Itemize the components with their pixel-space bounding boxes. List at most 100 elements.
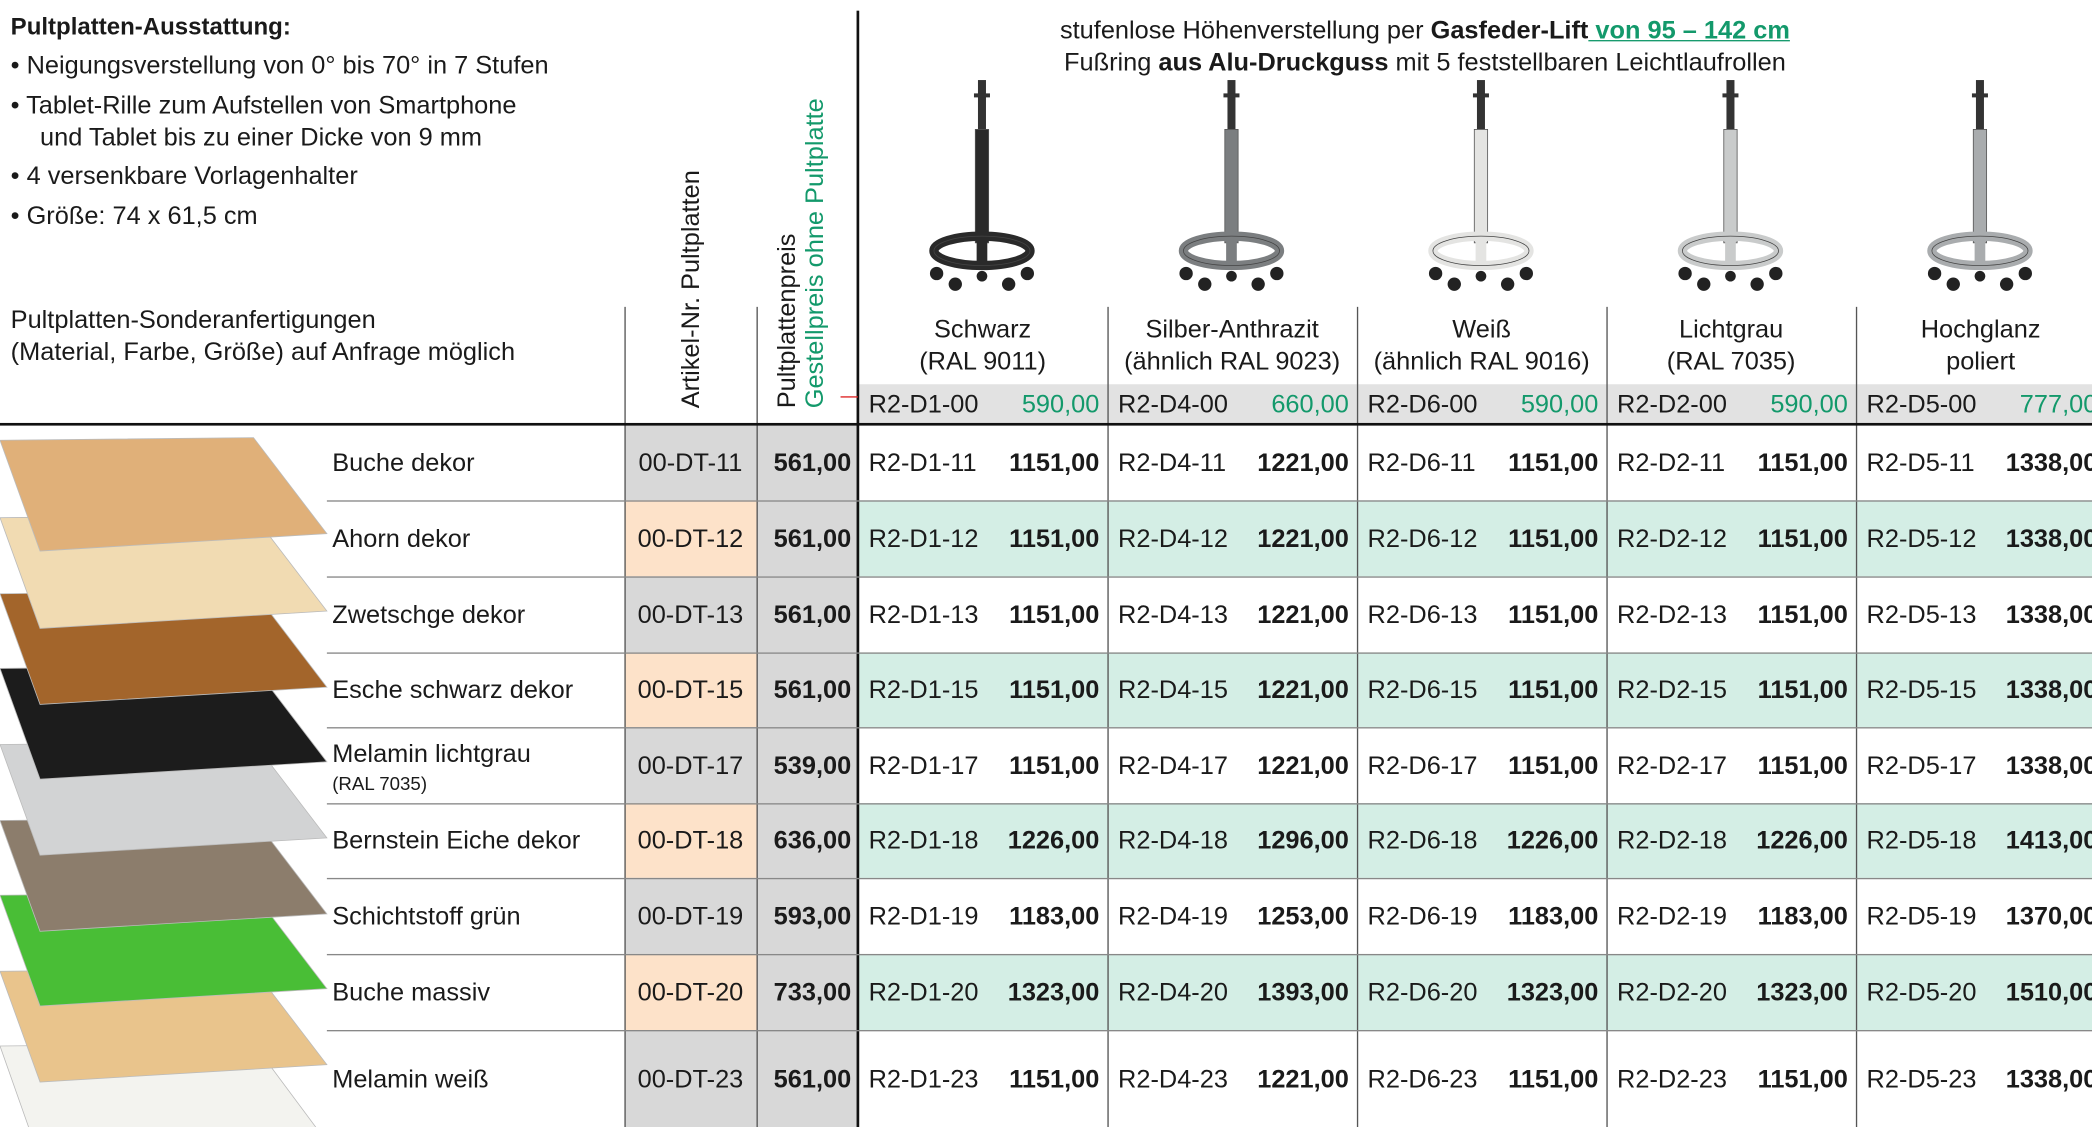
stand-ral: (RAL 7035)	[1666, 348, 1796, 377]
combo-price: 1151,00	[1508, 1065, 1599, 1094]
text-part: von 95 – 142 cm	[1588, 17, 1790, 46]
stand-ral: (RAL 9011)	[919, 348, 1047, 377]
combo-code: R2-D6-18	[1367, 827, 1478, 856]
combo-code: R2-D5-13	[1866, 601, 1977, 630]
combo-code: R2-D1-15	[868, 676, 979, 705]
combo-price: 1151,00	[1009, 525, 1100, 554]
combo-price: 1323,00	[1007, 978, 1100, 1007]
board-price: 561,00	[773, 601, 852, 630]
stand-ral: (ähnlich RAL 9023)	[1124, 348, 1341, 377]
combo-code: R2-D5-17	[1866, 751, 1977, 780]
combo-code: R2-D5-23	[1866, 1065, 1977, 1094]
price-cell-bg	[756, 877, 858, 954]
hline	[326, 727, 2092, 729]
combo-code: R2-D5-19	[1866, 902, 1977, 931]
combo-price: 1151,00	[1009, 1065, 1100, 1094]
article-cell-bg	[624, 877, 757, 954]
text-part: Fußring	[1064, 49, 1159, 78]
hline-main	[0, 422, 2092, 426]
special-note: Pultplatten-Sonderanfertigungen	[10, 306, 376, 335]
combo-code: R2-D2-20	[1617, 978, 1727, 1007]
combo-code: R2-D2-13	[1617, 601, 1727, 630]
combo-code: R2-D1-11	[868, 448, 977, 477]
price-cell-bg	[756, 500, 858, 577]
stand-name: Weiß	[1452, 316, 1511, 345]
combo-price: 1151,00	[1757, 751, 1848, 780]
board-name: Zwetschge dekor	[332, 601, 526, 630]
title: Pultplatten-Ausstattung:	[10, 13, 291, 41]
combo-price: 1323,00	[1506, 978, 1599, 1007]
combo-price: 1151,00	[1757, 448, 1848, 477]
board-note: (RAL 7035)	[332, 771, 428, 794]
combo-code: R2-D5-18	[1866, 827, 1977, 856]
combo-price: 1413,00	[2005, 827, 2092, 856]
stand-name: Hochglanz	[1920, 316, 2041, 345]
vline	[1606, 306, 1608, 1127]
combo-price: 1151,00	[1009, 751, 1100, 780]
stand-code: R2-D2-00	[1617, 390, 1727, 419]
combo-price: 1226,00	[1756, 827, 1848, 856]
combo-code: R2-D2-18	[1617, 827, 1727, 856]
combo-code: R2-D2-15	[1617, 676, 1727, 705]
stand-code: R2-D4-00	[1118, 390, 1228, 419]
combo-code: R2-D1-23	[868, 1065, 979, 1094]
stand-code: R2-D1-00	[868, 390, 979, 419]
hline	[326, 1030, 2092, 1032]
board-name: Buche dekor	[332, 448, 475, 477]
stand-image	[1927, 80, 2033, 291]
combo-code: R2-D6-20	[1367, 978, 1478, 1007]
article-no: 00-DT-20	[637, 978, 744, 1007]
combo-code: R2-D2-17	[1617, 751, 1727, 780]
combo-price: 1151,00	[1508, 525, 1599, 554]
ring-text: Fußring aus Alu-Druckguss mit 5 feststel…	[858, 51, 1992, 76]
combo-price: 1226,00	[1506, 827, 1599, 856]
article-header: Artikel-Nr. Pultplatten	[678, 170, 706, 408]
combo-price: 1338,00	[2005, 676, 2092, 705]
article-cell-bg	[624, 500, 757, 577]
combo-price: 1221,00	[1257, 676, 1349, 705]
combo-code: R2-D2-11	[1617, 448, 1726, 477]
combo-price: 1338,00	[2005, 601, 2092, 630]
combo-price: 1393,00	[1257, 978, 1349, 1007]
combo-code: R2-D6-13	[1367, 601, 1478, 630]
lift-text: stufenlose Höhenverstellung per Gasfeder…	[858, 19, 1992, 44]
combo-code: R2-D4-12	[1118, 525, 1228, 554]
stand-price: 660,00	[1271, 390, 1349, 419]
combo-code: R2-D1-18	[868, 827, 979, 856]
stand-price: 590,00	[1770, 390, 1848, 419]
text-part: Gasfeder-Lift	[1430, 17, 1589, 46]
board-name: Schichtstoff grün	[332, 902, 521, 931]
combo-price: 1221,00	[1257, 1065, 1349, 1094]
hline	[326, 500, 2092, 502]
bullet: • 4 versenkbare Vorlagenhalter	[10, 162, 358, 191]
price-cell-bg	[756, 652, 858, 728]
combo-price: 1338,00	[2005, 448, 2092, 477]
combo-code: R2-D1-13	[868, 601, 979, 630]
board-name: Bernstein Eiche dekor	[332, 827, 581, 856]
stand-image	[1178, 80, 1285, 291]
combo-price: 1510,00	[2005, 978, 2092, 1007]
text-part: aus Alu-Druckguss	[1158, 49, 1389, 78]
board-price: 636,00	[773, 827, 852, 856]
subheader-bg	[857, 384, 2092, 425]
combo-price: 1183,00	[1508, 902, 1599, 931]
board-price: 561,00	[773, 1065, 852, 1094]
vline	[1356, 306, 1359, 1127]
combo-code: R2-D4-15	[1118, 676, 1228, 705]
combo-price: 1338,00	[2005, 1065, 2092, 1094]
stand-name: Silber-Anthrazit	[1145, 316, 1319, 345]
price-header: Pultplattenpreis Gestellpreis ohne Pultpl…	[774, 98, 830, 408]
stand-name: Lichtgrau	[1678, 316, 1784, 345]
combo-price: 1221,00	[1257, 601, 1349, 630]
combo-price: 1151,00	[1757, 676, 1848, 705]
combo-price: 1323,00	[1756, 978, 1848, 1007]
hline	[326, 652, 2092, 654]
combo-code: R2-D5-11	[1866, 448, 1975, 477]
stand-ral: poliert	[1946, 348, 2016, 377]
article-cell-bg	[624, 727, 757, 804]
combo-price: 1151,00	[1757, 1065, 1848, 1094]
vline	[756, 306, 758, 1127]
stand-image	[1677, 80, 1784, 291]
board-name: Ahorn dekor	[332, 525, 471, 554]
